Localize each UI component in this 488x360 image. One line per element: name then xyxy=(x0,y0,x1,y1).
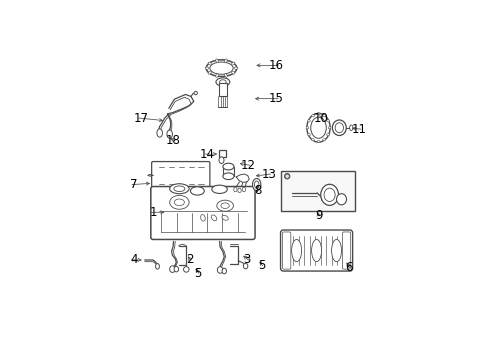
Ellipse shape xyxy=(311,114,314,117)
Ellipse shape xyxy=(208,62,211,65)
Ellipse shape xyxy=(224,59,227,63)
Ellipse shape xyxy=(209,62,233,74)
Bar xyxy=(218,150,226,157)
Ellipse shape xyxy=(311,139,314,141)
Ellipse shape xyxy=(205,67,208,69)
Ellipse shape xyxy=(221,203,229,208)
Ellipse shape xyxy=(166,130,172,138)
Text: 18: 18 xyxy=(165,134,180,147)
Ellipse shape xyxy=(254,181,259,188)
Ellipse shape xyxy=(311,239,321,262)
Text: 16: 16 xyxy=(268,59,283,72)
Ellipse shape xyxy=(216,200,233,211)
Text: 12: 12 xyxy=(240,159,255,172)
Ellipse shape xyxy=(215,59,218,63)
Ellipse shape xyxy=(322,139,325,141)
Ellipse shape xyxy=(169,184,189,194)
Ellipse shape xyxy=(233,67,237,69)
Text: 13: 13 xyxy=(261,167,276,180)
FancyBboxPatch shape xyxy=(280,230,352,271)
Ellipse shape xyxy=(194,91,197,95)
Text: 1: 1 xyxy=(149,206,157,219)
Text: 4: 4 xyxy=(130,253,137,266)
Ellipse shape xyxy=(206,60,236,76)
Ellipse shape xyxy=(211,215,216,221)
Text: 7: 7 xyxy=(130,178,138,191)
FancyBboxPatch shape xyxy=(282,232,290,269)
Ellipse shape xyxy=(169,266,175,273)
Ellipse shape xyxy=(242,187,245,192)
Ellipse shape xyxy=(215,74,218,77)
Ellipse shape xyxy=(223,173,233,180)
Text: 14: 14 xyxy=(200,148,215,161)
Ellipse shape xyxy=(233,187,237,192)
Ellipse shape xyxy=(322,114,325,117)
Ellipse shape xyxy=(252,179,260,191)
Ellipse shape xyxy=(310,117,325,138)
Ellipse shape xyxy=(216,78,229,86)
Ellipse shape xyxy=(332,120,346,135)
Text: 6: 6 xyxy=(345,261,352,274)
Ellipse shape xyxy=(285,174,289,179)
Bar xyxy=(281,171,354,211)
Ellipse shape xyxy=(224,74,227,77)
Text: 5: 5 xyxy=(194,267,201,280)
Ellipse shape xyxy=(324,188,334,202)
Text: 17: 17 xyxy=(133,112,148,125)
Ellipse shape xyxy=(317,113,319,115)
Ellipse shape xyxy=(349,125,352,131)
Ellipse shape xyxy=(222,268,226,274)
Ellipse shape xyxy=(219,80,226,84)
FancyBboxPatch shape xyxy=(151,162,209,189)
Ellipse shape xyxy=(174,199,184,206)
Text: 5: 5 xyxy=(258,259,265,272)
Ellipse shape xyxy=(208,71,211,74)
Text: 10: 10 xyxy=(313,112,328,125)
Ellipse shape xyxy=(219,157,224,163)
FancyBboxPatch shape xyxy=(342,232,350,269)
Ellipse shape xyxy=(200,215,205,221)
Ellipse shape xyxy=(326,120,329,122)
Ellipse shape xyxy=(331,239,341,262)
Ellipse shape xyxy=(155,264,159,269)
Ellipse shape xyxy=(320,184,338,205)
Ellipse shape xyxy=(183,267,189,272)
FancyBboxPatch shape xyxy=(150,186,255,239)
Ellipse shape xyxy=(222,215,228,220)
Ellipse shape xyxy=(284,174,289,179)
Text: 9: 9 xyxy=(314,208,322,221)
Ellipse shape xyxy=(334,123,343,133)
Ellipse shape xyxy=(157,129,162,137)
Text: 15: 15 xyxy=(268,92,283,105)
Ellipse shape xyxy=(306,113,329,142)
Ellipse shape xyxy=(305,127,308,129)
Ellipse shape xyxy=(173,186,184,192)
Ellipse shape xyxy=(223,163,233,170)
Ellipse shape xyxy=(291,239,301,262)
Ellipse shape xyxy=(307,134,310,136)
Ellipse shape xyxy=(327,127,330,129)
Ellipse shape xyxy=(336,194,346,205)
Ellipse shape xyxy=(169,195,189,209)
Text: 8: 8 xyxy=(253,184,261,197)
Ellipse shape xyxy=(174,266,178,272)
Ellipse shape xyxy=(326,134,329,136)
Ellipse shape xyxy=(237,188,241,193)
Ellipse shape xyxy=(317,140,319,143)
Text: 11: 11 xyxy=(350,123,366,136)
Ellipse shape xyxy=(190,187,204,195)
Ellipse shape xyxy=(307,120,310,122)
Ellipse shape xyxy=(231,62,234,65)
Ellipse shape xyxy=(211,185,227,193)
Bar xyxy=(219,82,226,96)
Ellipse shape xyxy=(217,267,223,273)
Text: 3: 3 xyxy=(243,253,250,266)
Text: 2: 2 xyxy=(185,253,193,266)
Ellipse shape xyxy=(231,71,234,74)
Ellipse shape xyxy=(243,263,247,269)
